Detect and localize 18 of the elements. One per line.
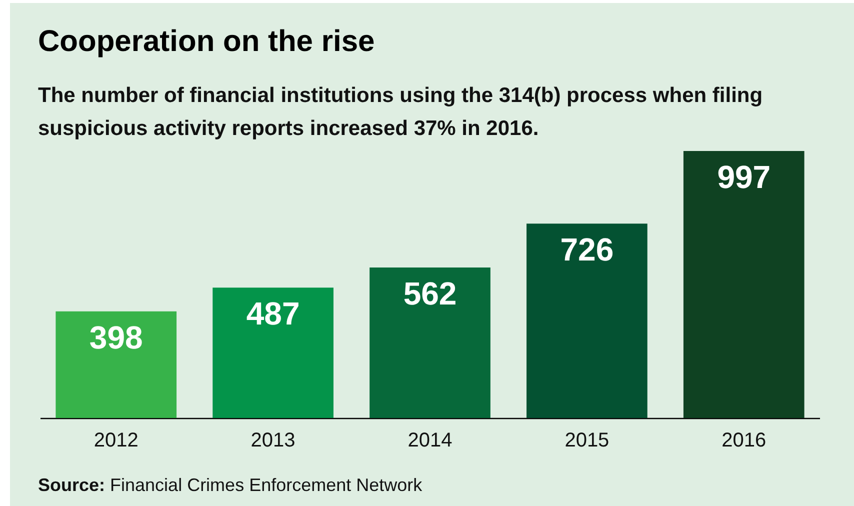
bar — [370, 267, 490, 418]
data-label: 726 — [560, 232, 614, 268]
x-tick-label: 2012 — [94, 430, 138, 452]
data-label: 997 — [717, 159, 771, 195]
data-label: 562 — [403, 275, 457, 312]
x-tick-label: 2016 — [722, 430, 766, 452]
x-tick-label: 2013 — [250, 430, 296, 452]
bar — [212, 288, 334, 418]
chart-title: Cooperation on the rise — [38, 25, 375, 59]
data-label: 487 — [246, 296, 300, 332]
bar — [526, 224, 648, 418]
data-label: 398 — [89, 319, 143, 356]
x-tick-label: 2015 — [564, 430, 610, 452]
bar — [56, 311, 177, 418]
bar — [683, 151, 804, 418]
chart-subtitle: The number of financial institutions using the 314(b) process when filing suspicious activity reports increased 37% in 2016. — [38, 83, 764, 142]
x-tick-label: 2014 — [408, 430, 452, 452]
source-note: Source: Financial Crimes Enforcement Network — [38, 475, 422, 496]
